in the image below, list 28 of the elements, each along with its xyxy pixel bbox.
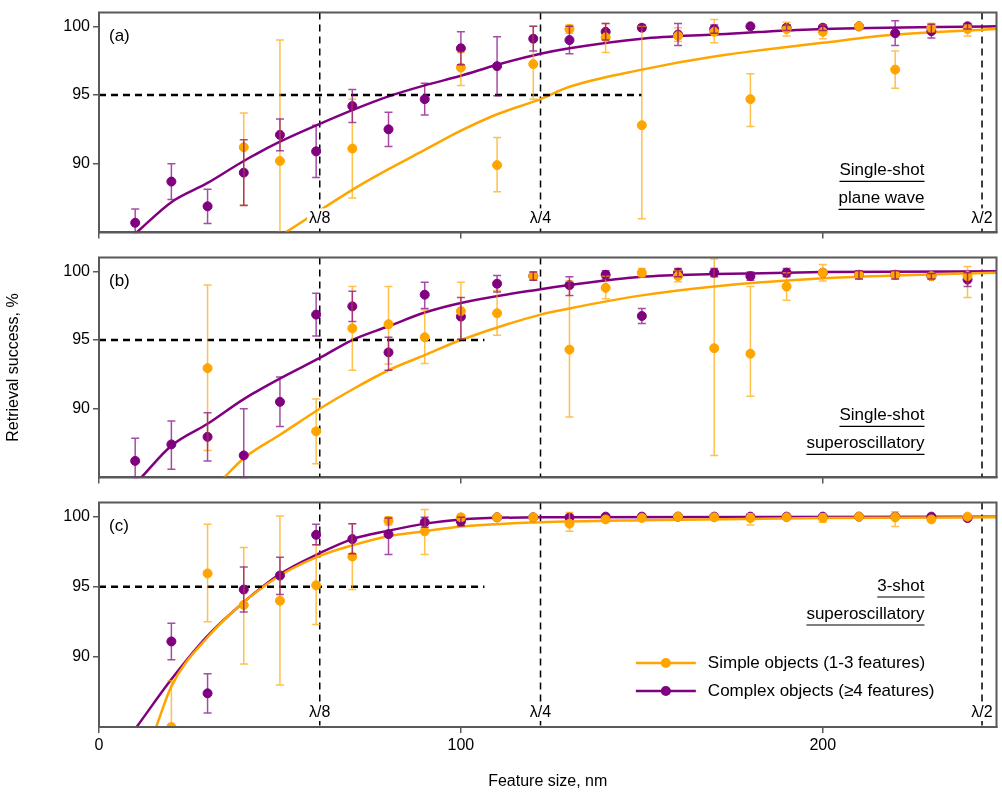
ref-line-label: λ/2 — [971, 703, 993, 721]
y-tick-label: 100 — [63, 507, 91, 525]
x-axis-title: Feature size, nm — [488, 771, 608, 789]
x-tick-label: 0 — [94, 736, 104, 754]
y-tick-label: 90 — [72, 399, 91, 417]
y-tick-label: 90 — [72, 154, 91, 172]
y-axis-title: Retrieval success, % — [4, 293, 22, 442]
annotation: Single-shot superoscillatory — [806, 405, 925, 453]
legend-label: Complex objects (≥4 features) — [707, 680, 935, 700]
ref-line-label: λ/8 — [309, 208, 331, 226]
ref-line-label: λ/4 — [529, 208, 552, 226]
y-tick-label: 95 — [72, 85, 91, 103]
ref-line-label: λ/2 — [971, 208, 993, 226]
ref-line-label: λ/4 — [529, 703, 552, 721]
annotation: (a) — [109, 26, 130, 46]
y-tick-label: 100 — [63, 261, 91, 279]
ref-line-label: λ/8 — [309, 703, 331, 721]
x-tick-label: 200 — [809, 736, 837, 754]
annotation: Single-shot plane wave — [838, 160, 925, 208]
y-tick-label: 95 — [72, 577, 91, 595]
y-tick-label: 95 — [72, 330, 91, 348]
y-tick-label: 100 — [63, 16, 91, 34]
legend-label: Simple objects (1-3 features) — [707, 652, 926, 672]
annotation: 3-shot superoscillatory — [806, 575, 925, 623]
annotation: (b) — [109, 271, 130, 291]
y-tick-label: 90 — [72, 647, 91, 665]
x-tick-label: 100 — [447, 736, 475, 754]
annotation: (c) — [109, 516, 129, 536]
